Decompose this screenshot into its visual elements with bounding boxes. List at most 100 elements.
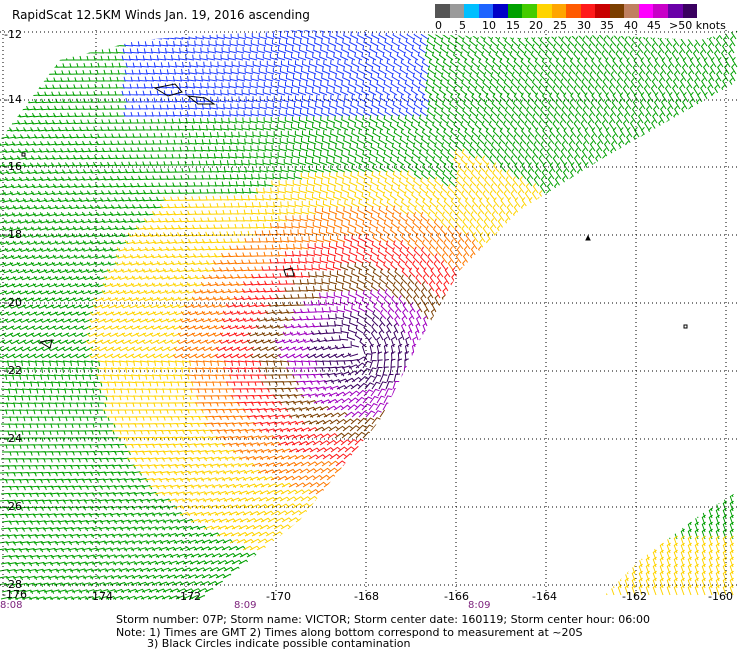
wind-barb <box>201 40 211 47</box>
wind-barb <box>237 138 247 145</box>
wind-barb <box>223 167 234 173</box>
wind-barb <box>115 48 126 54</box>
wind-barb <box>276 159 286 166</box>
wind-barb <box>612 57 619 68</box>
wind-barb <box>195 68 205 75</box>
wind-barb <box>235 117 245 124</box>
wind-barb <box>180 139 191 145</box>
wind-barb <box>646 99 653 110</box>
wind-barb <box>80 155 91 160</box>
wind-barb <box>546 71 554 82</box>
wind-barb <box>717 63 723 75</box>
wind-barb <box>146 132 156 138</box>
wind-barb <box>121 161 132 167</box>
wind-barb <box>341 80 350 89</box>
wind-barb <box>384 142 393 152</box>
wind-barb <box>96 69 107 75</box>
wind-barb <box>336 136 345 145</box>
wind-barb <box>185 118 196 124</box>
wind-barb <box>667 105 673 117</box>
wind-barb <box>728 42 735 54</box>
wind-barb <box>680 71 687 82</box>
wind-barb <box>371 101 380 110</box>
wind-barb <box>548 99 555 110</box>
wind-barb <box>488 50 496 61</box>
wind-barb <box>601 85 608 96</box>
wind-barb <box>475 148 483 159</box>
wind-barb <box>699 49 706 61</box>
wind-barb <box>650 50 657 61</box>
wind-barb <box>210 61 220 68</box>
wind-barb <box>234 124 244 131</box>
wind-barb <box>509 85 517 96</box>
wind-barb <box>452 51 461 61</box>
wind-barb <box>342 38 351 47</box>
wind-barb <box>31 120 42 125</box>
wind-barb <box>255 124 265 131</box>
wind-barb <box>722 36 729 47</box>
wind-barb <box>499 127 507 138</box>
wind-barb <box>638 106 645 117</box>
wind-barb <box>476 71 484 82</box>
wind-barb <box>489 43 497 54</box>
wind-barb <box>603 140 610 152</box>
wind-barb <box>333 52 342 61</box>
wind-barb <box>714 43 721 54</box>
wind-barb <box>643 50 650 61</box>
wind-barb <box>389 86 398 96</box>
wind-barb <box>306 39 316 47</box>
wind-barb <box>610 71 617 82</box>
wind-barb <box>214 117 224 124</box>
wind-barb <box>469 37 477 47</box>
wind-barb <box>164 83 175 89</box>
wind-barb <box>149 161 160 166</box>
wind-barb <box>390 149 399 159</box>
wind-barb <box>115 154 126 160</box>
wind-barb <box>276 123 286 131</box>
wind-barb <box>76 63 86 68</box>
wind-barb <box>97 169 108 174</box>
wind-barb <box>45 84 56 90</box>
wind-barb <box>266 166 276 173</box>
wind-barb <box>355 45 364 54</box>
wind-barb <box>457 127 465 138</box>
wind-barb <box>566 120 573 131</box>
wind-barb <box>202 167 213 173</box>
wind-barb <box>672 43 679 54</box>
wind-barb <box>467 85 475 96</box>
wind-barb <box>730 70 736 82</box>
wind-barb <box>622 50 629 61</box>
wind-barb <box>54 70 65 75</box>
wind-barb <box>300 102 310 110</box>
wind-barb <box>693 42 700 54</box>
wind-barb <box>83 133 94 139</box>
wind-barb <box>581 113 588 124</box>
wind-barb <box>376 114 385 124</box>
wind-barb <box>583 99 590 110</box>
wind-barb <box>715 35 722 47</box>
wind-barb <box>278 74 288 82</box>
wind-barb <box>561 71 568 82</box>
wind-barb <box>6 134 17 139</box>
wind-barb <box>336 31 345 40</box>
wind-barb <box>192 54 202 61</box>
wind-barb <box>597 133 604 145</box>
wind-barb <box>178 153 189 159</box>
wind-barb <box>58 162 69 167</box>
wind-barb <box>623 112 630 124</box>
wind-barb <box>76 133 87 139</box>
wind-barb <box>142 55 153 61</box>
wind-barb <box>372 94 381 103</box>
wind-barb <box>293 67 303 75</box>
wind-barb <box>58 126 69 132</box>
wind-barb <box>603 71 610 82</box>
wind-barb <box>413 100 422 110</box>
wind-barb <box>184 125 195 131</box>
wind-barb <box>596 36 603 47</box>
wind-barb <box>340 87 349 96</box>
wind-barb <box>118 62 129 68</box>
wind-barb <box>604 99 611 110</box>
wind-barb <box>192 153 203 159</box>
wind-barb <box>66 119 77 125</box>
wind-barb <box>48 134 59 139</box>
